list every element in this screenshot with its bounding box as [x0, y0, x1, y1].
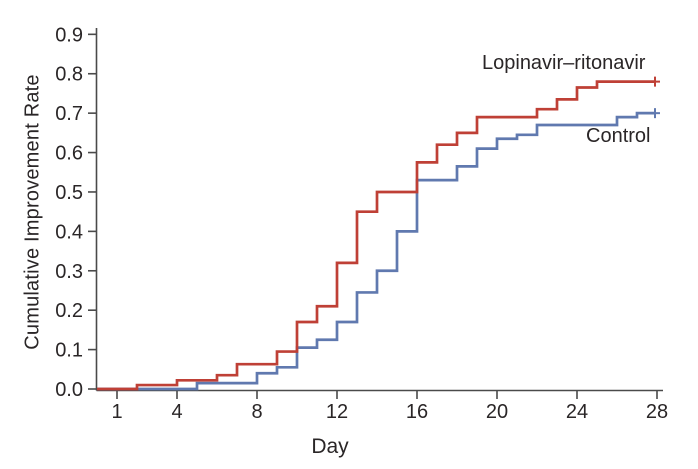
y-tick-label: 0.1	[55, 340, 83, 362]
y-tick-label: 0.4	[55, 221, 83, 243]
x-tick-label: 24	[566, 401, 588, 423]
y-tick-label: 0.3	[55, 261, 83, 283]
y-tick-label: 0.2	[55, 300, 83, 322]
x-tick-label: 12	[326, 401, 348, 423]
y-tick-label: 0.9	[55, 24, 83, 46]
x-axis-title: Day	[311, 435, 349, 458]
series-label-lopinavir-ritonavir: Lopinavir–ritonavir	[482, 52, 646, 74]
curve-lopinavir-ritonavir	[97, 80, 655, 391]
y-tick-label: 0.8	[55, 64, 83, 86]
x-tick-label: 1	[111, 401, 122, 423]
y-tick-label: 0.0	[55, 379, 83, 401]
y-axis-title: Cumulative Improvement Rate	[21, 74, 44, 350]
y-tick-label: 0.7	[55, 103, 83, 125]
x-tick-label: 20	[486, 401, 508, 423]
y-tick-label: 0.5	[55, 182, 83, 204]
y-tick-label: 0.6	[55, 143, 83, 165]
x-tick-label: 8	[251, 401, 262, 423]
x-tick-label: 28	[646, 401, 668, 423]
series-label-control: Control	[586, 125, 651, 147]
curve-control	[97, 111, 655, 391]
x-tick-label: 4	[171, 401, 182, 423]
x-tick-label: 16	[406, 401, 428, 423]
